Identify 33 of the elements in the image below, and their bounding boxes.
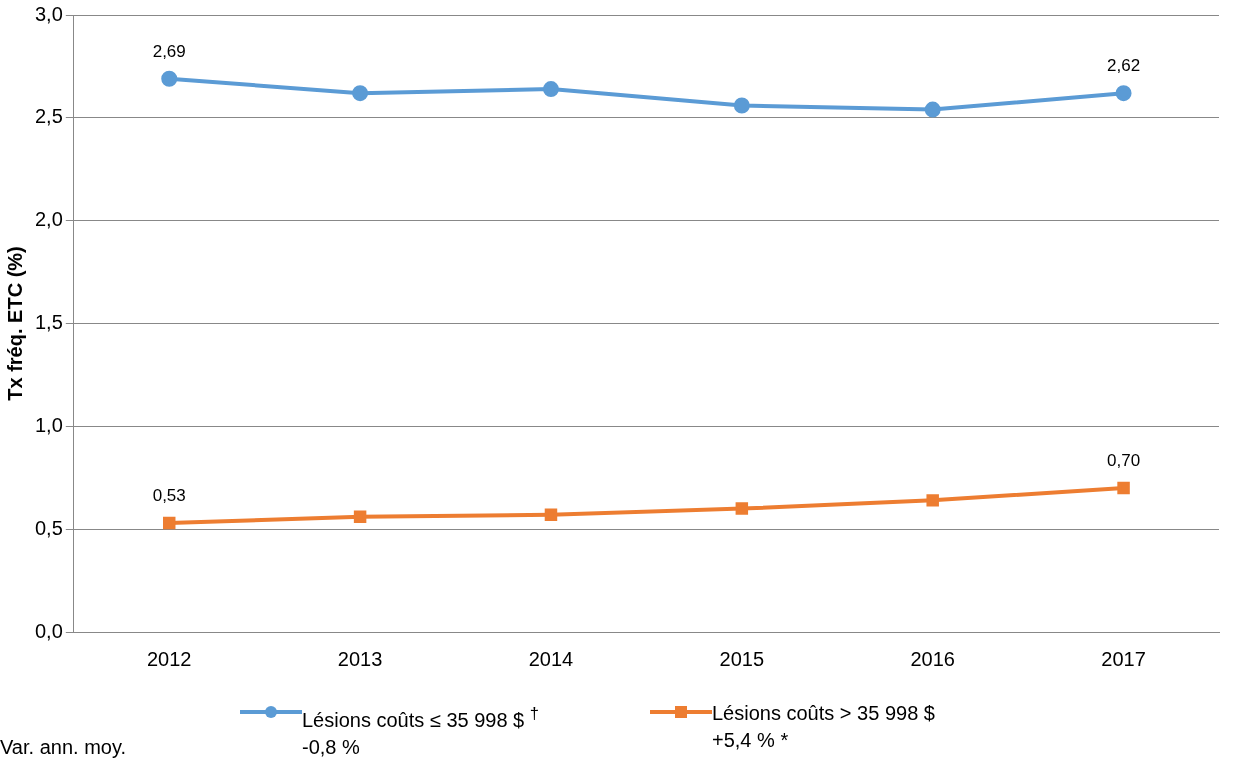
data-label: 2,69 — [152, 41, 186, 61]
point — [924, 101, 941, 118]
y-tick-label: 2,0 — [34, 208, 63, 231]
y-tick-label: 1,0 — [34, 413, 63, 436]
point — [162, 516, 176, 530]
point — [542, 81, 559, 98]
x-tick-label: 2017 — [1101, 647, 1146, 670]
y-tick-label: 1,5 — [34, 311, 63, 334]
point — [1117, 481, 1130, 495]
point — [926, 494, 939, 507]
x-tick-label: 2015 — [719, 647, 765, 670]
point — [353, 510, 367, 524]
text: Var. ann. moy. — [0, 736, 126, 759]
y-tick-label: 2,5 — [34, 105, 63, 128]
point — [352, 85, 369, 102]
data-label: 0,70 — [1107, 451, 1141, 471]
point — [544, 508, 558, 522]
x-tick-label: 2012 — [146, 647, 192, 670]
data-label: 0,53 — [152, 486, 186, 506]
x-tick-label: 2013 — [337, 647, 383, 670]
y-tick-label: 0,5 — [34, 516, 63, 539]
x-tick-label: 2016 — [910, 647, 955, 670]
y-axis-title: Tx fréq. ETC (%) — [3, 246, 26, 401]
point — [735, 502, 749, 515]
y-tick-label: 0,0 — [34, 619, 63, 642]
data-label: 2,62 — [1107, 56, 1141, 76]
point — [733, 97, 750, 114]
y-tick-label: 3,0 — [34, 2, 63, 25]
point — [1115, 85, 1132, 102]
point — [161, 70, 178, 87]
text: Lésions coûts ≤ 35 998 $ $^{†}$ -0,8 % — [302, 704, 540, 758]
x-tick-label: 2014 — [528, 647, 574, 670]
legend-label: Lésions coûts > 35 998 $ +5,4 % * — [712, 701, 935, 753]
